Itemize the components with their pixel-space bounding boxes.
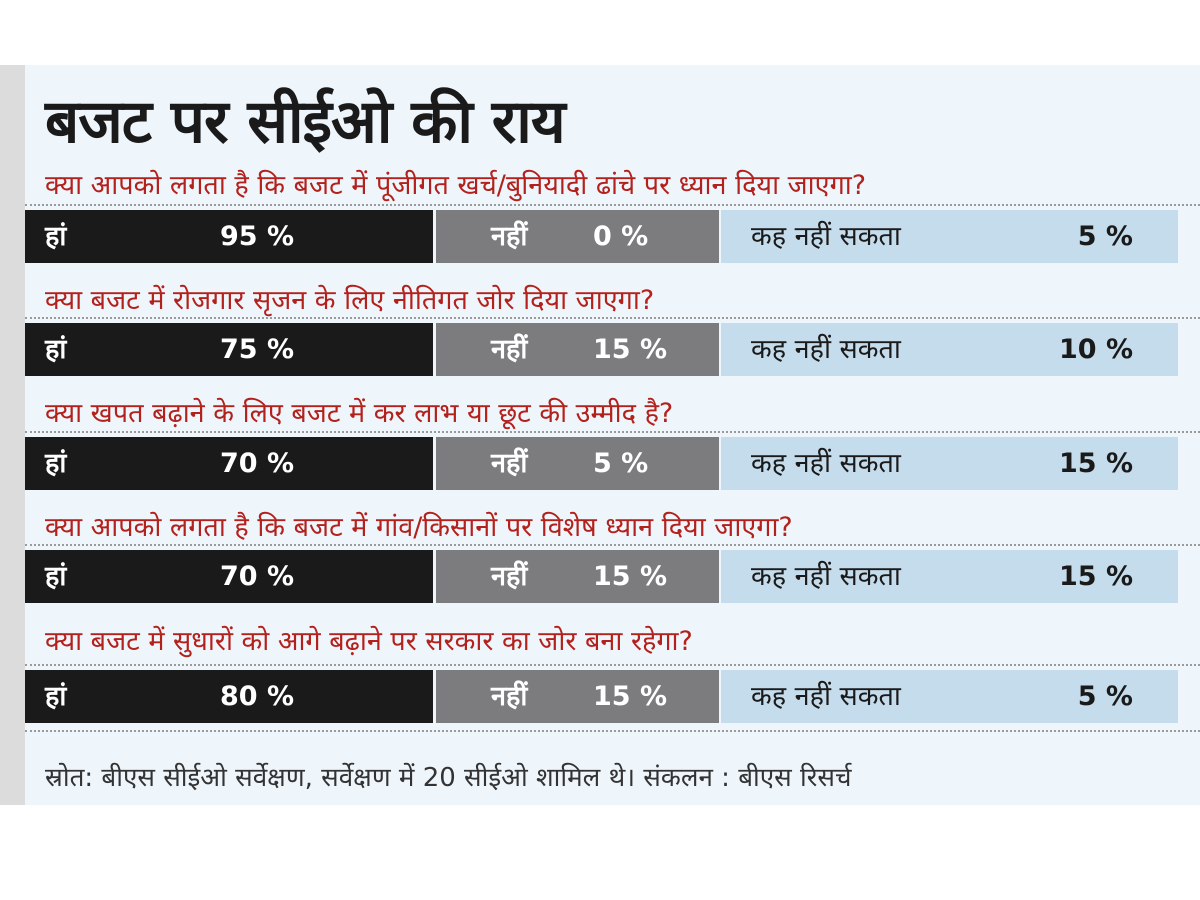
cant-say-value: 5 %	[1077, 681, 1133, 712]
yes-label: हां	[45, 561, 67, 592]
page-title: बजट पर सीईओ की राय	[45, 87, 566, 157]
question-text: क्या बजट में सुधारों को आगे बढ़ाने पर सर…	[45, 626, 693, 657]
no-label: नहीं	[491, 681, 528, 712]
survey-row: हां 70 % नहीं 5 % कह नहीं सकता 15 %	[25, 437, 1178, 490]
cant-say-value: 10 %	[1058, 334, 1133, 365]
yes-value: 75 %	[220, 334, 295, 365]
question-text: क्या आपको लगता है कि बजट में पूंजीगत खर्…	[45, 170, 867, 201]
survey-row: हां 70 % नहीं 15 % कह नहीं सकता 15 %	[25, 550, 1178, 603]
no-value: 15 %	[593, 334, 668, 365]
dotted-divider	[25, 664, 1200, 666]
yes-label: हां	[45, 221, 67, 252]
left-margin-strip	[0, 65, 25, 805]
cant-say-segment: कह नहीं सकता 10 %	[721, 323, 1178, 376]
no-label: नहीं	[491, 561, 528, 592]
survey-row: हां 75 % नहीं 15 % कह नहीं सकता 10 %	[25, 323, 1178, 376]
cant-say-value: 5 %	[1077, 221, 1133, 252]
cant-say-label: कह नहीं सकता	[751, 334, 901, 365]
no-value: 15 %	[593, 681, 668, 712]
source-note: स्रोत: बीएस सीईओ सर्वेक्षण, सर्वेक्षण मे…	[45, 763, 852, 793]
cant-say-segment: कह नहीं सकता 5 %	[721, 670, 1178, 723]
question-text: क्या खपत बढ़ाने के लिए बजट में कर लाभ या…	[45, 398, 674, 429]
yes-value: 80 %	[220, 681, 295, 712]
no-segment: नहीं 15 %	[436, 550, 719, 603]
no-label: नहीं	[491, 221, 528, 252]
yes-label: हां	[45, 681, 67, 712]
yes-segment: हां 95 %	[25, 210, 433, 263]
no-segment: नहीं 0 %	[436, 210, 719, 263]
survey-row: हां 80 % नहीं 15 % कह नहीं सकता 5 %	[25, 670, 1178, 723]
no-segment: नहीं 5 %	[436, 437, 719, 490]
question-text: क्या बजट में रोजगार सृजन के लिए नीतिगत ज…	[45, 285, 655, 316]
cant-say-value: 15 %	[1058, 448, 1133, 479]
yes-segment: हां 80 %	[25, 670, 433, 723]
cant-say-value: 15 %	[1058, 561, 1133, 592]
dotted-divider	[25, 431, 1200, 433]
yes-value: 70 %	[220, 561, 295, 592]
cant-say-label: कह नहीं सकता	[751, 681, 901, 712]
no-value: 5 %	[593, 448, 649, 479]
cant-say-label: कह नहीं सकता	[751, 561, 901, 592]
dotted-divider	[25, 204, 1200, 206]
no-value: 15 %	[593, 561, 668, 592]
cant-say-label: कह नहीं सकता	[751, 448, 901, 479]
yes-label: हां	[45, 334, 67, 365]
yes-segment: हां 75 %	[25, 323, 433, 376]
survey-row: हां 95 % नहीं 0 % कह नहीं सकता 5 %	[25, 210, 1178, 263]
no-label: नहीं	[491, 334, 528, 365]
yes-value: 70 %	[220, 448, 295, 479]
dotted-divider	[25, 730, 1200, 732]
no-value: 0 %	[593, 221, 649, 252]
question-text: क्या आपको लगता है कि बजट में गांव/किसानो…	[45, 512, 793, 543]
yes-label: हां	[45, 448, 67, 479]
dotted-divider	[25, 317, 1200, 319]
yes-segment: हां 70 %	[25, 550, 433, 603]
cant-say-segment: कह नहीं सकता 15 %	[721, 437, 1178, 490]
cant-say-segment: कह नहीं सकता 15 %	[721, 550, 1178, 603]
cant-say-segment: कह नहीं सकता 5 %	[721, 210, 1178, 263]
no-segment: नहीं 15 %	[436, 670, 719, 723]
cant-say-label: कह नहीं सकता	[751, 221, 901, 252]
yes-value: 95 %	[220, 221, 295, 252]
no-segment: नहीं 15 %	[436, 323, 719, 376]
no-label: नहीं	[491, 448, 528, 479]
dotted-divider	[25, 544, 1200, 546]
yes-segment: हां 70 %	[25, 437, 433, 490]
